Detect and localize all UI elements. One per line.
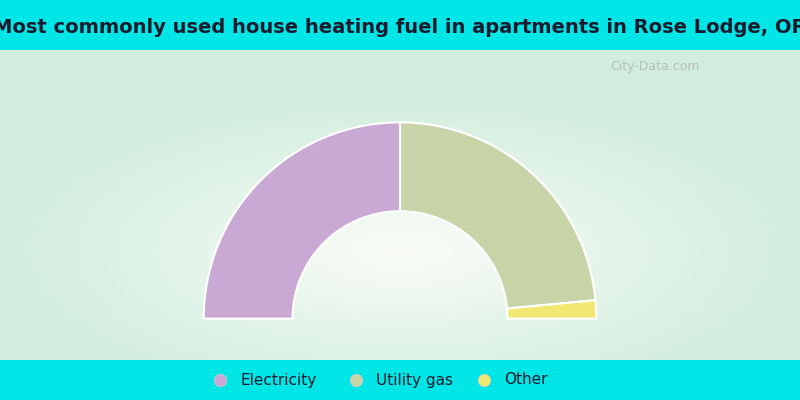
Text: Other: Other — [504, 372, 547, 388]
Text: Utility gas: Utility gas — [376, 372, 453, 388]
Text: City-Data.com: City-Data.com — [610, 60, 700, 73]
Wedge shape — [507, 300, 596, 319]
Text: Electricity: Electricity — [240, 372, 316, 388]
Wedge shape — [204, 122, 400, 319]
Text: Most commonly used house heating fuel in apartments in Rose Lodge, OR: Most commonly used house heating fuel in… — [0, 18, 800, 37]
Wedge shape — [400, 122, 595, 308]
